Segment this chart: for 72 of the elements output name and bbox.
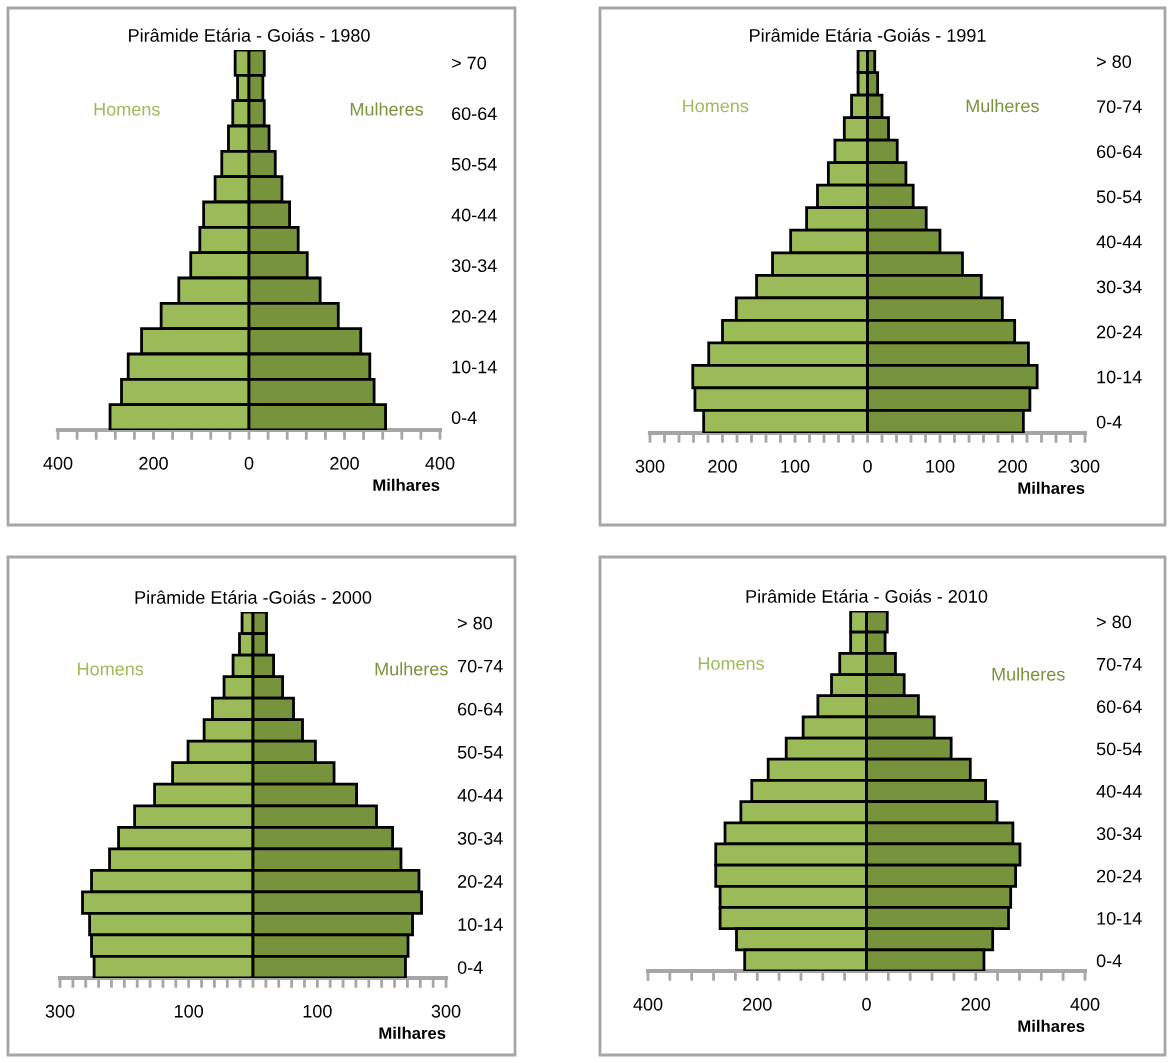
text: Mulheres xyxy=(350,102,423,116)
y-tick-label: 10-14 xyxy=(452,360,497,374)
y-tick-label: 10-14 xyxy=(1097,911,1142,925)
y-tick-label: 50-54 xyxy=(1096,190,1142,204)
x-tick-label: 400 xyxy=(425,456,455,470)
x-axis-title: Milhares xyxy=(379,1026,446,1040)
y-tick-label: 30-34 xyxy=(1096,280,1142,294)
x-tick-label: 0 xyxy=(863,459,872,473)
x-tick-label: 200 xyxy=(139,456,168,470)
y-tick-label: 10-14 xyxy=(458,918,503,931)
y-tick-label: 60-64 xyxy=(1097,145,1142,159)
x-tick-label: 100 xyxy=(174,1004,204,1018)
text: Mulheres xyxy=(375,662,448,676)
y-tick-label: 60-64 xyxy=(458,702,503,716)
text: Homens xyxy=(78,662,144,676)
y-tick-label: 0-4 xyxy=(1096,415,1122,429)
y-tick-label: 40-44 xyxy=(457,788,503,802)
x-tick-label: 400 xyxy=(633,997,663,1011)
x-axis-title: Milhares xyxy=(373,478,440,492)
x-tick-label: 300 xyxy=(45,1004,75,1018)
x-tick-label: 200 xyxy=(961,997,991,1011)
y-tick-label: 50-54 xyxy=(457,745,503,759)
x-tick-label: 300 xyxy=(1070,459,1100,473)
y-tick-label: 70-74 xyxy=(1097,100,1142,114)
x-tick-label: 100 xyxy=(781,459,810,473)
y-tick-label: 50-54 xyxy=(1096,742,1142,756)
text: Homens xyxy=(94,103,160,116)
y-tick-label: 20-24 xyxy=(452,309,497,323)
y-tick-label: 0-4 xyxy=(451,411,477,425)
y-tick-label: 30-34 xyxy=(451,259,497,273)
x-tick-label: 100 xyxy=(303,1004,332,1018)
x-axis-title: Milhares xyxy=(1018,1019,1085,1033)
y-tick-label: 20-24 xyxy=(1097,325,1142,339)
y-tick-label: 20-24 xyxy=(1097,869,1142,883)
x-tick-label: 300 xyxy=(431,1004,461,1018)
y-tick-label: 70-74 xyxy=(458,659,503,673)
y-tick-label: 0-4 xyxy=(457,961,483,974)
text: Mulheres xyxy=(992,667,1065,681)
y-tick-label: 20-24 xyxy=(458,875,503,888)
x-axis-title: Milhares xyxy=(1018,481,1085,495)
x-tick-label: 200 xyxy=(708,459,737,473)
y-tick-label: > 70 xyxy=(452,56,487,70)
y-tick-label: 10-14 xyxy=(1097,370,1142,384)
y-tick-label: > 80 xyxy=(458,616,493,630)
x-tick-label: 400 xyxy=(1070,997,1100,1011)
text: Homens xyxy=(698,657,764,670)
y-tick-label: > 80 xyxy=(1097,615,1132,629)
x-tick-label: 100 xyxy=(926,459,955,473)
y-tick-label: 50-54 xyxy=(451,157,497,171)
y-tick-label: 0-4 xyxy=(1096,954,1122,968)
x-tick-label: 0 xyxy=(862,997,871,1011)
chart-title: Pirâmide Etária - Goiás - 2010 xyxy=(746,589,988,603)
x-tick-label: 0 xyxy=(244,456,254,470)
y-tick-label: 40-44 xyxy=(1096,235,1142,249)
chart-title: Pirâmide Etária -Goiás - 1991 xyxy=(750,28,986,42)
chart-title: Pirâmide Etária -Goiás - 2000 xyxy=(135,590,372,604)
text: Homens xyxy=(683,99,749,113)
y-tick-label: 30-34 xyxy=(1096,827,1142,841)
text: Mulheres xyxy=(966,99,1039,113)
y-tick-label: 70-74 xyxy=(1097,657,1142,671)
x-tick-label: 200 xyxy=(998,459,1027,473)
y-tick-label: 40-44 xyxy=(1096,784,1142,798)
y-tick-label: 40-44 xyxy=(451,208,497,222)
x-tick-label: 300 xyxy=(635,459,665,473)
y-tick-label: 30-34 xyxy=(457,831,503,845)
y-tick-label: 60-64 xyxy=(1097,700,1142,714)
x-tick-label: 200 xyxy=(330,456,359,470)
y-tick-label: 60-64 xyxy=(452,107,497,121)
y-tick-label: > 80 xyxy=(1097,55,1132,68)
chart-title: Pirâmide Etária - Goiás - 1980 xyxy=(129,28,370,42)
x-tick-label: 200 xyxy=(743,997,772,1011)
x-tick-label: 400 xyxy=(43,456,73,470)
